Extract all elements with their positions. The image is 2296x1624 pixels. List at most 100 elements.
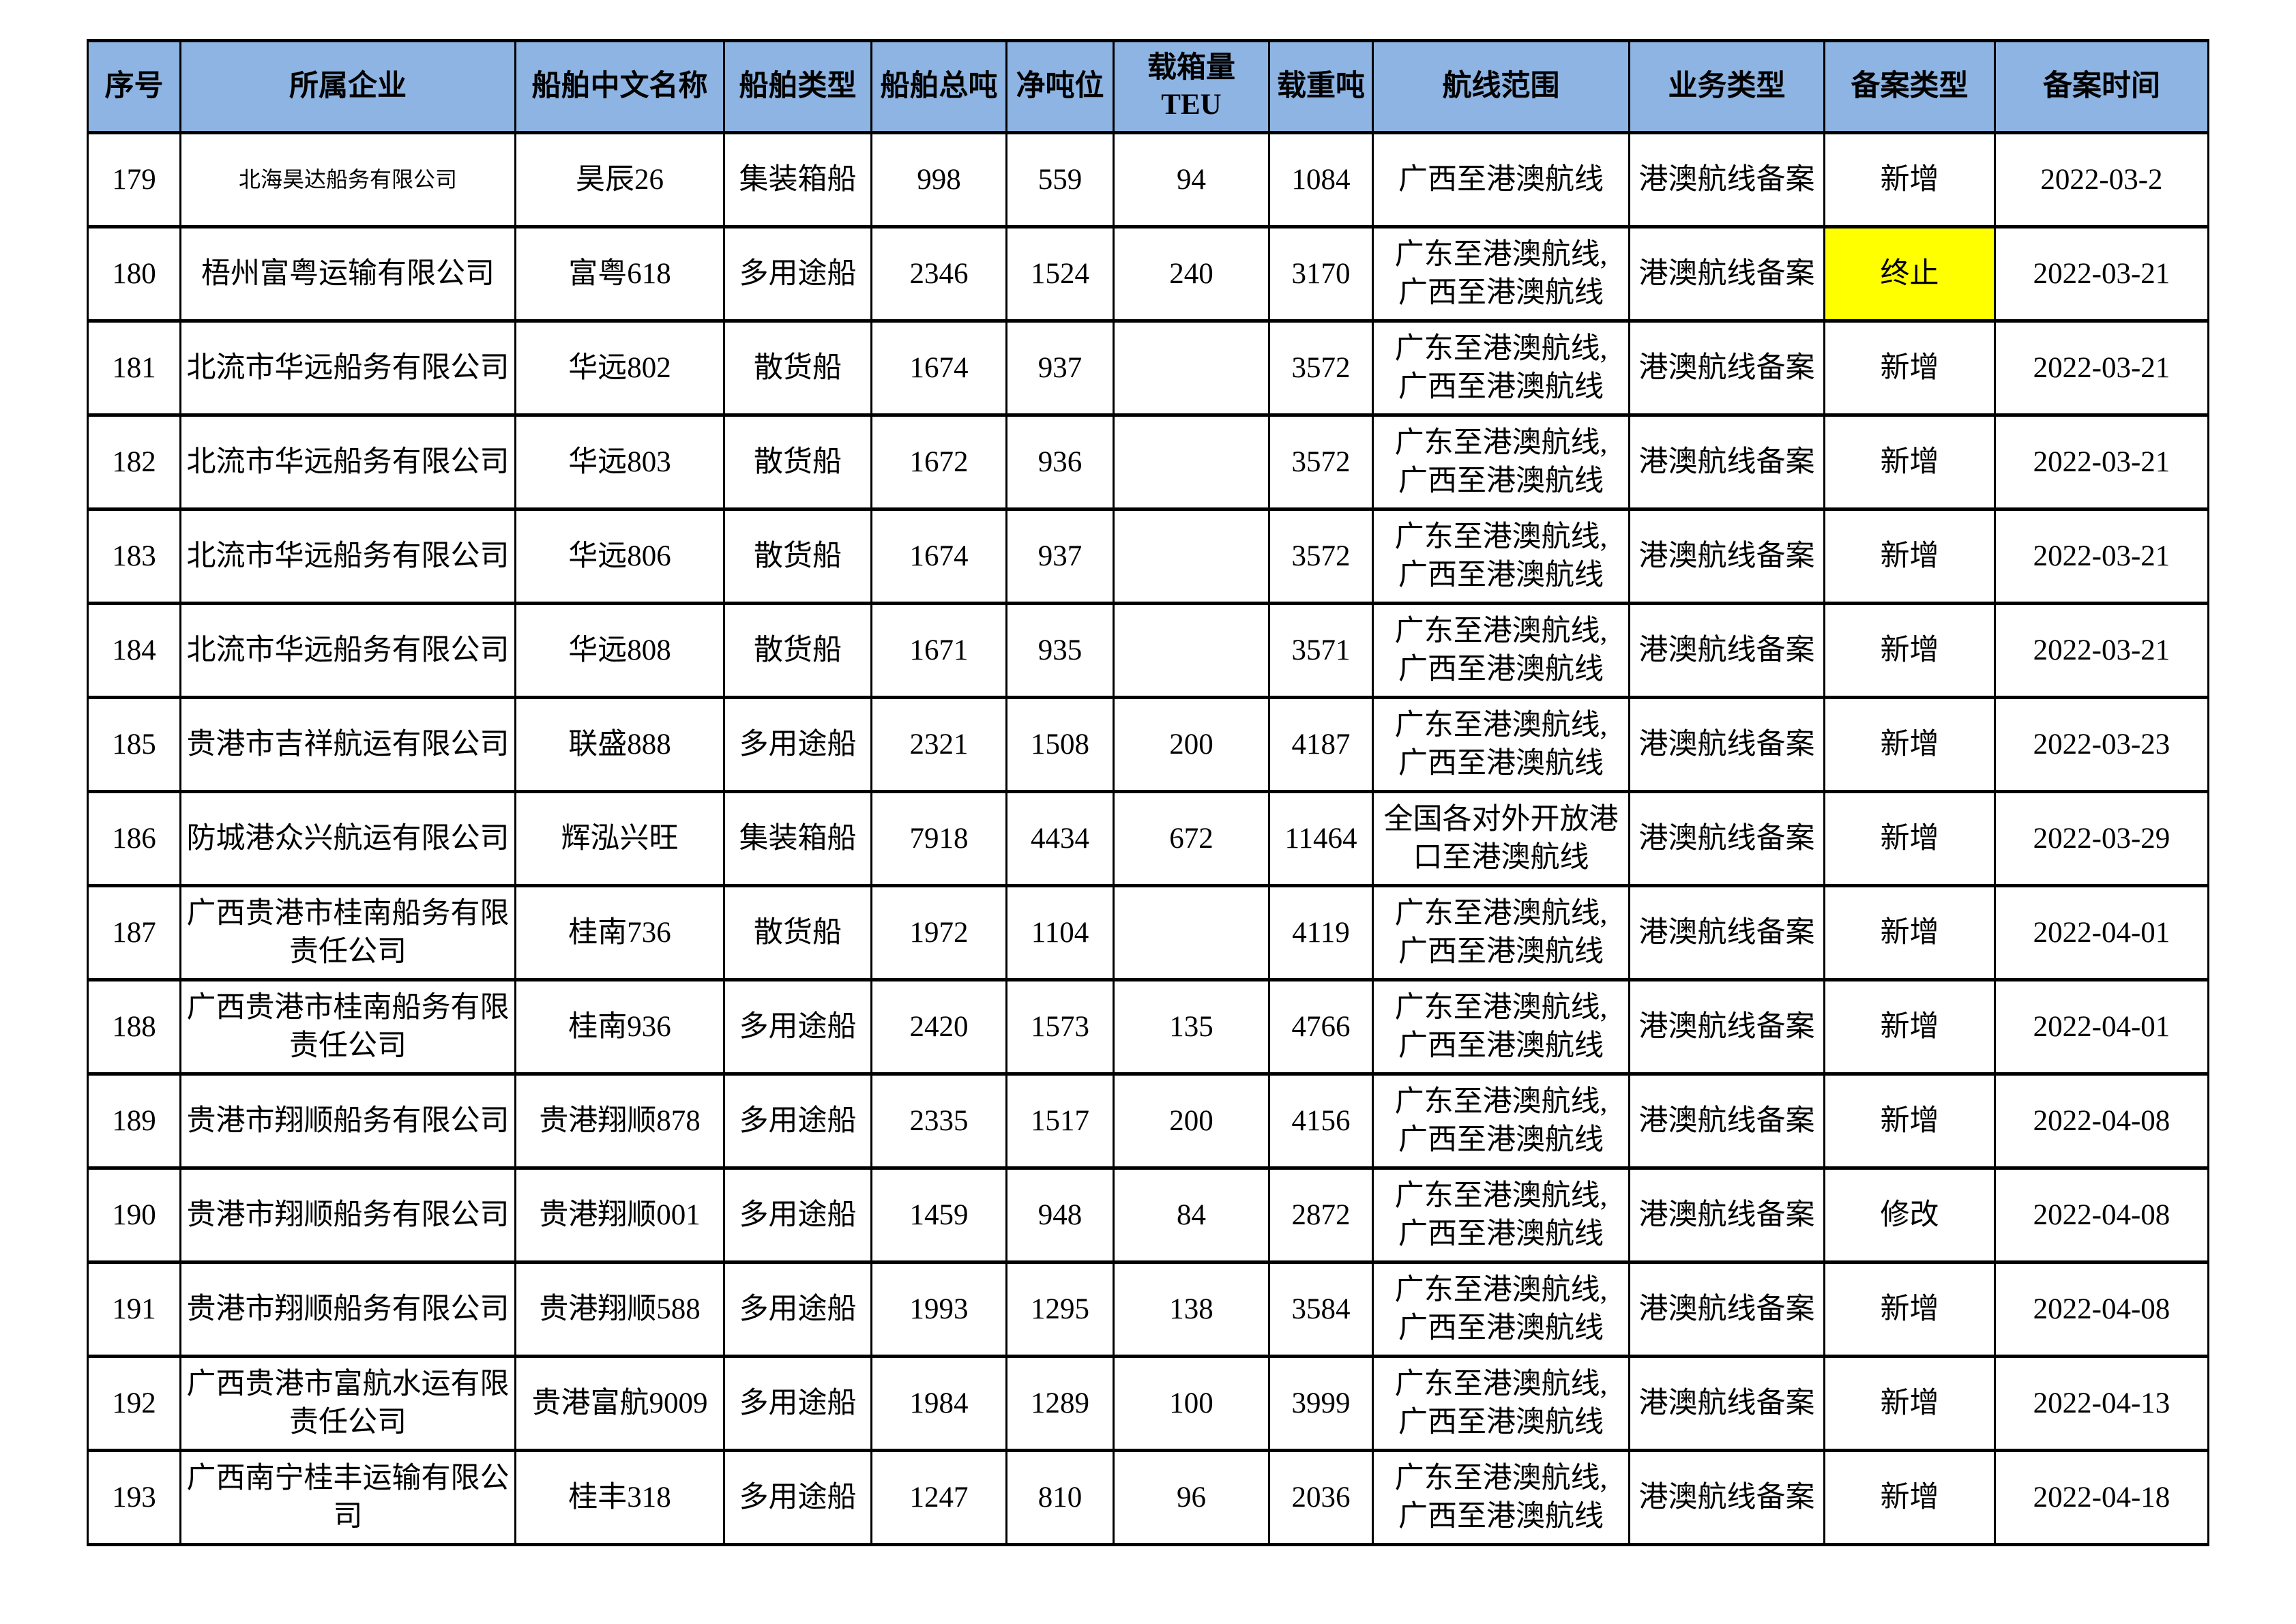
cell-filing-type: 新增 <box>1823 319 1996 417</box>
cell-filing-type: 新增 <box>1823 696 1996 793</box>
cell-company: 广西贵港市富航水运有限 责任公司 <box>179 1355 516 1452</box>
cell-filing-date: 2022-03-29 <box>1994 790 2209 887</box>
cell-ship-type: 集装箱船 <box>723 131 872 228</box>
cell-filing-date: 2022-03-2 <box>1994 131 2209 228</box>
cell-seq: 179 <box>87 131 181 228</box>
cell-filing-date: 2022-03-21 <box>1994 602 2209 699</box>
cell-business-type: 港澳航线备案 <box>1628 319 1825 417</box>
cell-net-tonnage: 1524 <box>1005 225 1115 323</box>
cell-gross-tonnage: 2346 <box>870 225 1007 323</box>
cell-seq: 189 <box>87 1072 181 1170</box>
col-header-route-scope: 航线范围 <box>1372 39 1630 134</box>
cell-filing-type: 新增 <box>1823 413 1996 511</box>
table-body: 179 北海昊达船务有限公司 昊辰26 集装箱船 998 559 94 1084… <box>87 131 2209 1546</box>
cell-teu-capacity <box>1113 319 1270 417</box>
cell-net-tonnage: 935 <box>1005 602 1115 699</box>
cell-filing-type: 修改 <box>1823 1166 1996 1264</box>
cell-deadweight: 3572 <box>1268 507 1374 605</box>
cell-route-scope: 广东至港澳航线, 广西至港澳航线 <box>1372 1449 1630 1546</box>
cell-gross-tonnage: 1247 <box>870 1449 1007 1546</box>
col-header-filing-date: 备案时间 <box>1994 39 2209 134</box>
col-header-company: 所属企业 <box>179 39 516 134</box>
cell-company: 广西贵港市桂南船务有限 责任公司 <box>179 884 516 981</box>
cell-business-type: 港澳航线备案 <box>1628 1449 1825 1546</box>
cell-company: 防城港众兴航运有限公司 <box>179 790 516 887</box>
cell-filing-type: 新增 <box>1823 602 1996 699</box>
cell-filing-type: 新增 <box>1823 507 1996 605</box>
cell-net-tonnage: 1573 <box>1005 978 1115 1076</box>
cell-gross-tonnage: 1671 <box>870 602 1007 699</box>
cell-net-tonnage: 936 <box>1005 413 1115 511</box>
cell-filing-date: 2022-04-01 <box>1994 884 2209 981</box>
cell-ship-name: 华远802 <box>514 319 725 417</box>
cell-teu-capacity <box>1113 602 1270 699</box>
cell-deadweight: 3572 <box>1268 319 1374 417</box>
cell-filing-date: 2022-04-08 <box>1994 1166 2209 1264</box>
cell-filing-date: 2022-04-18 <box>1994 1449 2209 1546</box>
cell-gross-tonnage: 1993 <box>870 1260 1007 1358</box>
cell-net-tonnage: 937 <box>1005 507 1115 605</box>
cell-teu-capacity: 200 <box>1113 1072 1270 1170</box>
cell-company: 贵港市翔顺船务有限公司 <box>179 1072 516 1170</box>
cell-seq: 192 <box>87 1355 181 1452</box>
cell-route-scope: 广东至港澳航线, 广西至港澳航线 <box>1372 1166 1630 1264</box>
cell-net-tonnage: 810 <box>1005 1449 1115 1546</box>
cell-filing-type: 新增 <box>1823 1260 1996 1358</box>
cell-gross-tonnage: 2420 <box>870 978 1007 1076</box>
col-header-ship-type: 船舶类型 <box>723 39 872 134</box>
cell-filing-date: 2022-03-23 <box>1994 696 2209 793</box>
cell-seq: 186 <box>87 790 181 887</box>
cell-deadweight: 3999 <box>1268 1355 1374 1452</box>
table-row: 188 广西贵港市桂南船务有限 责任公司 桂南936 多用途船 2420 157… <box>87 978 2209 1076</box>
col-header-teu-capacity: 载箱量TEU <box>1113 39 1270 134</box>
cell-business-type: 港澳航线备案 <box>1628 131 1825 228</box>
cell-filing-type: 新增 <box>1823 1072 1996 1170</box>
cell-route-scope: 广东至港澳航线, 广西至港澳航线 <box>1372 978 1630 1076</box>
cell-deadweight: 11464 <box>1268 790 1374 887</box>
cell-net-tonnage: 1517 <box>1005 1072 1115 1170</box>
table-row: 179 北海昊达船务有限公司 昊辰26 集装箱船 998 559 94 1084… <box>87 131 2209 228</box>
ship-filing-sheet: 序号 所属企业 船舶中文名称 船舶类型 船舶总吨 净吨位 载箱量TEU 载重吨 … <box>87 39 2209 1546</box>
cell-teu-capacity: 138 <box>1113 1260 1270 1358</box>
table-row: 193 广西南宁桂丰运输有限公 司 桂丰318 多用途船 1247 810 96… <box>87 1449 2209 1546</box>
cell-seq: 193 <box>87 1449 181 1546</box>
col-header-deadweight: 载重吨 <box>1268 39 1374 134</box>
cell-gross-tonnage: 1984 <box>870 1355 1007 1452</box>
col-header-ship-name: 船舶中文名称 <box>514 39 725 134</box>
cell-route-scope: 广东至港澳航线, 广西至港澳航线 <box>1372 1355 1630 1452</box>
cell-teu-capacity: 96 <box>1113 1449 1270 1546</box>
cell-deadweight: 1084 <box>1268 131 1374 228</box>
cell-company: 贵港市翔顺船务有限公司 <box>179 1260 516 1358</box>
table-row: 187 广西贵港市桂南船务有限 责任公司 桂南736 散货船 1972 1104… <box>87 884 2209 981</box>
cell-ship-type: 多用途船 <box>723 1449 872 1546</box>
col-header-net-tonnage: 净吨位 <box>1005 39 1115 134</box>
cell-ship-type: 散货船 <box>723 507 872 605</box>
cell-seq: 188 <box>87 978 181 1076</box>
cell-teu-capacity <box>1113 413 1270 511</box>
cell-gross-tonnage: 1459 <box>870 1166 1007 1264</box>
cell-ship-type: 散货船 <box>723 884 872 981</box>
cell-seq: 187 <box>87 884 181 981</box>
table-row: 184 北流市华远船务有限公司 华远808 散货船 1671 935 3571 … <box>87 602 2209 699</box>
cell-seq: 184 <box>87 602 181 699</box>
cell-seq: 185 <box>87 696 181 793</box>
cell-ship-name: 贵港翔顺001 <box>514 1166 725 1264</box>
cell-route-scope: 全国各对外开放港 口至港澳航线 <box>1372 790 1630 887</box>
cell-route-scope: 广东至港澳航线, 广西至港澳航线 <box>1372 319 1630 417</box>
col-header-gross-tonnage: 船舶总吨 <box>870 39 1007 134</box>
cell-company: 北海昊达船务有限公司 <box>179 131 516 228</box>
cell-teu-capacity <box>1113 884 1270 981</box>
cell-filing-date: 2022-03-21 <box>1994 225 2209 323</box>
cell-net-tonnage: 559 <box>1005 131 1115 228</box>
cell-route-scope: 广东至港澳航线, 广西至港澳航线 <box>1372 1260 1630 1358</box>
cell-filing-type: 新增 <box>1823 884 1996 981</box>
cell-business-type: 港澳航线备案 <box>1628 1072 1825 1170</box>
col-header-seq: 序号 <box>87 39 181 134</box>
cell-deadweight: 3170 <box>1268 225 1374 323</box>
cell-business-type: 港澳航线备案 <box>1628 225 1825 323</box>
cell-deadweight: 4187 <box>1268 696 1374 793</box>
cell-deadweight: 2036 <box>1268 1449 1374 1546</box>
cell-ship-type: 散货船 <box>723 602 872 699</box>
table-row: 186 防城港众兴航运有限公司 辉泓兴旺 集装箱船 7918 4434 672 … <box>87 790 2209 887</box>
table-row: 180 梧州富粤运输有限公司 富粤618 多用途船 2346 1524 240 … <box>87 225 2209 323</box>
